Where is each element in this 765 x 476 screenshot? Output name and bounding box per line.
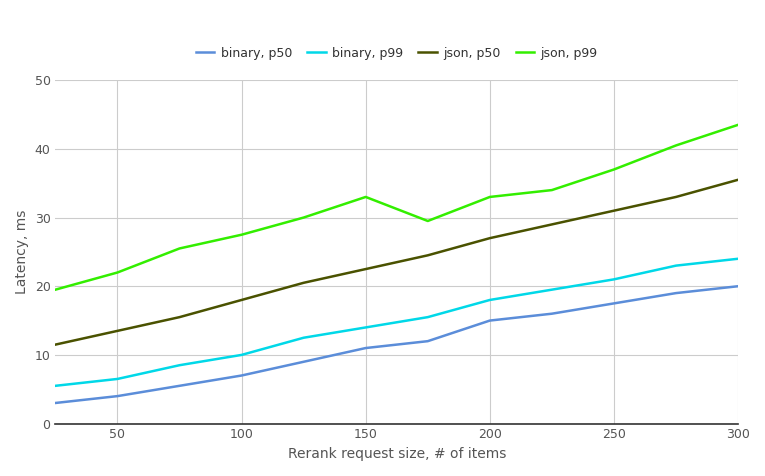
X-axis label: Rerank request size, # of items: Rerank request size, # of items [288, 447, 506, 461]
Y-axis label: Latency, ms: Latency, ms [15, 210, 29, 294]
json, p50 [175, 314, 184, 320]
json, p50 [50, 342, 60, 347]
json, p50 [610, 208, 619, 214]
binary, p50 [113, 393, 122, 399]
json, p99 [610, 167, 619, 172]
json, p99 [547, 187, 556, 193]
Line: json, p50: json, p50 [55, 180, 738, 345]
binary, p50 [485, 317, 494, 323]
binary, p99 [113, 376, 122, 382]
binary, p50 [175, 383, 184, 389]
binary, p99 [672, 263, 681, 268]
json, p50 [734, 177, 743, 183]
binary, p50 [610, 300, 619, 306]
json, p50 [672, 194, 681, 200]
binary, p99 [50, 383, 60, 389]
binary, p99 [485, 297, 494, 303]
json, p99 [672, 143, 681, 149]
binary, p99 [299, 335, 308, 341]
binary, p99 [175, 362, 184, 368]
json, p50 [423, 252, 432, 258]
binary, p50 [547, 311, 556, 317]
binary, p50 [672, 290, 681, 296]
binary, p99 [423, 314, 432, 320]
json, p50 [299, 280, 308, 286]
binary, p99 [547, 287, 556, 293]
binary, p99 [361, 325, 370, 330]
binary, p99 [734, 256, 743, 262]
json, p99 [485, 194, 494, 200]
json, p50 [361, 266, 370, 272]
json, p50 [485, 235, 494, 241]
Legend: binary, p50, binary, p99, json, p50, json, p99: binary, p50, binary, p99, json, p50, jso… [190, 42, 603, 65]
json, p99 [734, 122, 743, 128]
binary, p50 [299, 359, 308, 365]
binary, p50 [237, 373, 246, 378]
binary, p99 [610, 277, 619, 282]
json, p50 [113, 328, 122, 334]
binary, p50 [423, 338, 432, 344]
json, p50 [547, 221, 556, 227]
json, p99 [50, 287, 60, 293]
json, p99 [175, 246, 184, 251]
binary, p99 [237, 352, 246, 358]
json, p99 [423, 218, 432, 224]
Line: binary, p99: binary, p99 [55, 259, 738, 386]
json, p99 [361, 194, 370, 200]
json, p99 [299, 215, 308, 220]
json, p50 [237, 297, 246, 303]
binary, p50 [734, 283, 743, 289]
Line: binary, p50: binary, p50 [55, 286, 738, 403]
Line: json, p99: json, p99 [55, 125, 738, 290]
json, p99 [237, 232, 246, 238]
binary, p50 [361, 345, 370, 351]
binary, p50 [50, 400, 60, 406]
json, p99 [113, 269, 122, 275]
